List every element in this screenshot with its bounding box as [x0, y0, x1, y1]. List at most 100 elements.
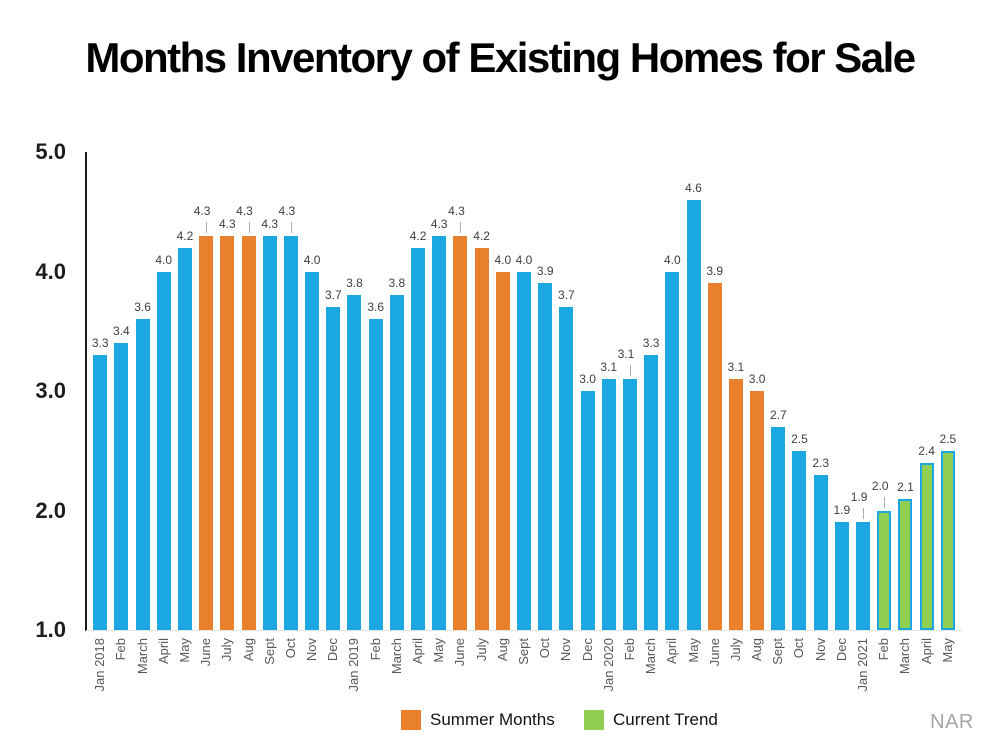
bar-value-label: 4.3 — [236, 203, 253, 218]
chart-bar — [750, 391, 765, 630]
chart-bar — [813, 474, 828, 630]
x-axis-label: Dec — [579, 638, 595, 662]
chart-bar — [707, 283, 722, 630]
x-axis-label: Feb — [367, 638, 383, 661]
legend-label-current-trend: Current Trend — [613, 710, 718, 729]
bar-value-label: 4.0 — [515, 252, 533, 267]
x-axis-label: Jan 2021 — [855, 638, 871, 692]
y-axis-label: 3.0 — [35, 378, 66, 403]
chart-bar — [453, 235, 468, 630]
x-axis-label: Oct — [791, 638, 807, 659]
bar-value-label: 3.8 — [388, 276, 406, 291]
label-leader-line — [248, 221, 250, 233]
bar-value-label: 4.3 — [278, 203, 296, 218]
chart-bar — [559, 307, 574, 630]
label-leader-line — [460, 221, 462, 233]
x-axis-label: Feb — [621, 638, 637, 661]
summer-months-swatch — [401, 710, 421, 730]
bar-value-label: 4.3 — [193, 203, 211, 218]
x-axis-label: March — [388, 638, 404, 675]
chart-bar — [877, 510, 892, 630]
x-axis-label: Aug — [749, 638, 765, 662]
bar-value-label: 4.3 — [430, 216, 448, 231]
x-axis-label: June — [198, 638, 214, 667]
bar-value-label: 3.0 — [579, 372, 596, 386]
x-axis-label: April — [410, 638, 426, 665]
source-attribution: NAR — [930, 711, 974, 733]
legend-item-current-trend: Current Trend — [584, 710, 718, 730]
bar-value-label: 2.4 — [918, 443, 935, 458]
bar-value-label: 3.7 — [558, 288, 575, 303]
bar-value-label: 4.6 — [685, 180, 702, 195]
chart-bar — [919, 462, 934, 630]
chart-bar — [135, 319, 150, 630]
x-axis-label: April — [155, 638, 171, 665]
bar-value-label: 4.0 — [155, 252, 173, 267]
chart-bar — [856, 522, 871, 630]
bar-value-label: 3.0 — [748, 372, 766, 386]
x-axis-label: June — [452, 638, 468, 667]
chart-bar — [241, 235, 256, 630]
bar-value-label: 4.0 — [494, 252, 512, 267]
bar-value-label: 3.8 — [346, 276, 363, 291]
x-axis-label: March — [897, 638, 913, 675]
x-axis-label: April — [918, 638, 934, 665]
x-axis-label: April — [664, 638, 680, 665]
x-axis-label: March — [134, 638, 150, 675]
y-axis-line — [85, 152, 87, 631]
chart-bar — [389, 295, 404, 630]
chart-bar — [305, 271, 320, 630]
bar-value-label: 1.9 — [850, 490, 868, 505]
chart-bar — [834, 522, 849, 630]
label-leader-line — [629, 365, 631, 377]
x-axis-label: July — [727, 638, 743, 662]
label-leader-line — [206, 221, 208, 233]
x-axis-label: June — [706, 638, 722, 667]
x-axis-label: May — [939, 638, 955, 663]
chart-bar — [220, 235, 235, 630]
chart-bar — [93, 355, 108, 630]
y-axis-label: 5.0 — [35, 139, 66, 164]
bar-value-label: 2.0 — [871, 478, 889, 493]
x-axis-label: May — [431, 638, 447, 663]
x-axis-label: Sept — [261, 638, 277, 665]
chart-bar — [411, 247, 426, 630]
bar-value-label: 2.7 — [769, 407, 787, 422]
chart-bar — [199, 235, 214, 630]
chart-bar — [686, 199, 701, 630]
x-axis-label: Dec — [833, 638, 849, 662]
bar-value-label: 2.1 — [897, 479, 914, 494]
chart-bar — [940, 450, 955, 630]
bar-value-label: 3.1 — [617, 347, 635, 362]
bar-value-label: 4.2 — [473, 228, 490, 243]
x-axis-label: Dec — [325, 638, 341, 662]
chart-bar — [792, 450, 807, 630]
chart-bar — [728, 379, 743, 630]
bar-value-label: 4.0 — [663, 252, 681, 267]
chart-bar — [432, 235, 447, 630]
bar-value-label: 4.2 — [409, 228, 427, 243]
chart-bar — [114, 343, 129, 630]
bar-value-label: 3.6 — [367, 300, 384, 315]
x-axis-label: May — [685, 638, 701, 663]
label-leader-line — [884, 496, 886, 508]
bar-value-label: 3.9 — [536, 264, 554, 279]
x-axis-baseline — [86, 630, 962, 631]
bar-value-label: 4.2 — [176, 228, 194, 243]
y-axis-label: 2.0 — [35, 497, 66, 523]
chart-bar — [347, 295, 362, 630]
bar-value-label: 4.3 — [218, 216, 236, 231]
y-axis-label: 4.0 — [35, 258, 66, 284]
chart-bar — [368, 319, 383, 630]
legend-label-summer-months: Summer Months — [430, 710, 555, 729]
chart-bar — [538, 283, 553, 630]
chart-bar — [771, 426, 786, 630]
bar-value-label: 3.9 — [706, 264, 724, 279]
chart-bar — [495, 271, 510, 630]
bar-value-label: 3.7 — [324, 288, 342, 303]
x-axis-label: Jan 2019 — [346, 638, 362, 692]
x-axis-label: Jan 2018 — [92, 638, 108, 692]
bar-value-label: 3.6 — [134, 300, 151, 315]
chart-bar — [326, 307, 341, 630]
